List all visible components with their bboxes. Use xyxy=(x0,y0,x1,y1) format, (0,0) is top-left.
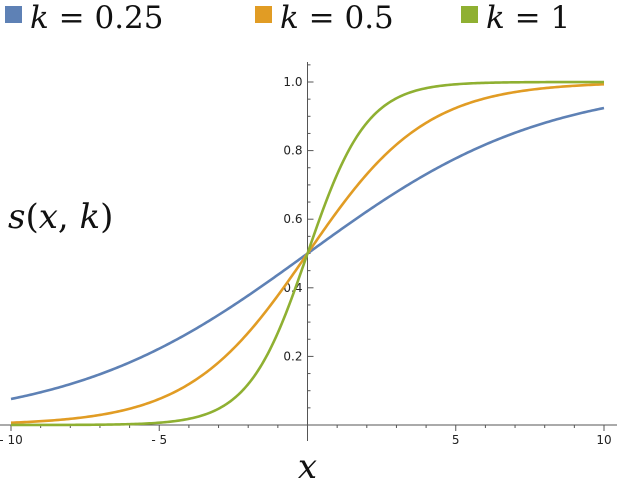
series-line-k-1 xyxy=(11,80,604,427)
y-tick-label: 0.6 xyxy=(283,212,302,226)
legend-label: k = 1 xyxy=(486,0,570,36)
x-tick-label: 5 xyxy=(452,433,460,447)
y-tick-label: 0.2 xyxy=(283,349,302,363)
axes: - 10- 5 5 100.20.40.60.81.0 xyxy=(0,62,617,447)
y-axis-title: s(x, k) xyxy=(8,197,113,237)
legend-swatch xyxy=(5,6,22,23)
legend-label: k = 0.25 xyxy=(30,0,164,36)
legend-swatch xyxy=(255,6,272,23)
y-tick-label: 0.8 xyxy=(283,144,302,158)
curves xyxy=(10,80,605,427)
y-tick-label: 1.0 xyxy=(283,75,302,89)
axis-titles: s(x, k) x xyxy=(8,197,317,483)
x-axis-title: x xyxy=(298,447,317,483)
legend-label: k = 0.5 xyxy=(280,0,394,36)
legend-swatch xyxy=(461,6,478,23)
legend: k = 0.25 k = 0.5 k = 1 xyxy=(5,0,570,36)
x-tick-label: - 5 xyxy=(151,433,167,447)
x-tick-label: 10 xyxy=(596,433,611,447)
x-tick-label: - 10 xyxy=(0,433,23,447)
